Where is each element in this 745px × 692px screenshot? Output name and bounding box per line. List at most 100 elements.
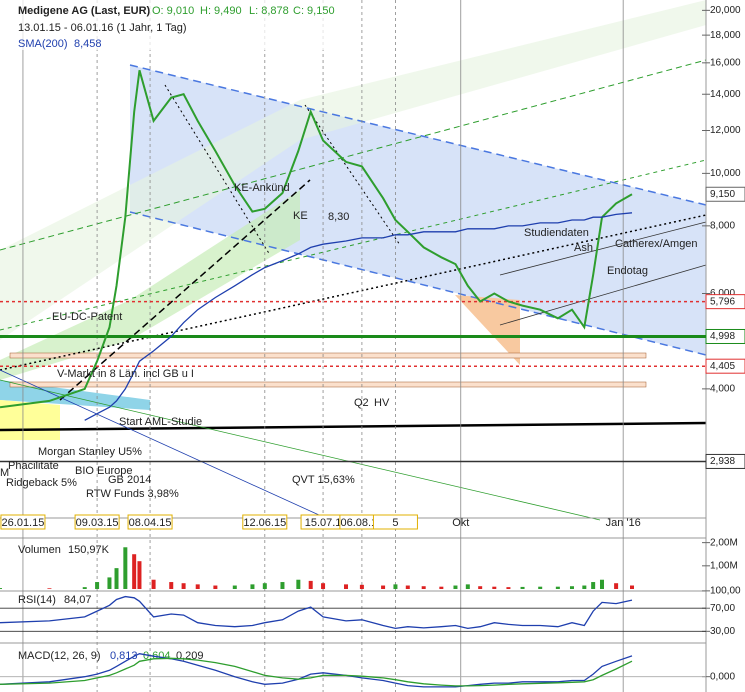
panel-value: 150,97K [68,544,110,556]
date-box [242,514,288,530]
volume-bar [582,585,587,589]
volume-bar [137,561,142,589]
volume-bar [262,583,267,589]
x-tick-label: 06.08.15 [340,517,383,529]
panel-title: MACD(12, 26, 9) [18,650,101,662]
series-line [0,653,633,688]
volume-bar [465,584,470,589]
volume-bar [308,580,313,589]
annotation: Catherex/Amgen [615,238,698,250]
zone [455,295,520,365]
y-tick-label: 1,00M [710,560,738,571]
volume-bar [181,583,186,589]
volume-bar [151,579,156,589]
volume-bar [591,582,596,589]
quote: H: 9,490 [200,5,242,17]
level-box [705,186,745,202]
trend-line [129,211,707,356]
level-box [705,358,745,374]
series-line [0,595,633,630]
volume-bar [250,584,255,589]
volume-bar [405,585,410,589]
volume-bar [599,579,604,589]
trend-line [499,221,707,276]
series-line [0,70,633,409]
annotation: BIO Europe [75,465,132,477]
annotation: GB 2014 [108,474,151,486]
volume-bar [82,587,87,589]
annotation: QVT 15,63% [292,474,355,486]
legend-label: SMA(200) [18,38,68,50]
level-label: 9,150 [710,189,735,200]
volume-bar [123,547,128,589]
volume-bar [506,587,511,589]
x-tick-label: 12.06.15 [243,517,286,529]
volume-bar [169,582,174,589]
trend-line [0,421,707,432]
zone [0,0,706,340]
volume-bar [132,554,137,589]
volume-bar [421,586,426,589]
annotation: 8,30 [328,211,349,223]
volume-bar [555,586,560,589]
quote: L: 8,878 [249,5,289,17]
legend-box [0,0,360,50]
annotation: EU-DC-Patent [52,311,122,323]
volume-bar [439,586,444,589]
level-label: 4,405 [710,361,735,372]
volume-bar [213,585,218,589]
level-box [705,294,745,310]
volume-bar [630,585,634,589]
level-box [705,453,745,469]
volume-bar [393,584,398,589]
x-tick-label: Okt [452,517,469,529]
volume-bar [569,586,574,589]
annotation: V-Markt in 8 Län. incl GB u I [57,368,194,380]
quote: O: 9,010 [152,5,194,17]
annotation: Ridgeback 5% [6,477,77,489]
x-tick-label: Jan '16 [606,517,641,529]
y-tick-label: 10,000 [710,168,741,179]
annotation: Morgan Stanley U5% [38,446,142,458]
panel-value: 0,813 [110,650,138,662]
level-box [705,328,745,344]
volume-bar [453,585,458,589]
quote: C: 9,150 [293,5,335,17]
panel-title: RSI(14) [18,594,56,606]
volume-bar [321,583,326,589]
series-line [84,212,633,421]
chart-title: Medigene AG (Last, EUR) [18,5,151,17]
date-box [74,514,120,530]
trend-line [304,104,401,246]
y-tick-label: 30,00 [710,626,735,637]
y-tick-label: 6,000 [710,288,735,299]
x-tick-label: 09.03.15 [76,517,119,529]
volume-bar [381,585,386,589]
y-tick-label: 0,000 [710,671,735,682]
volume-bar [107,577,112,589]
annotation: Ash [574,242,593,254]
annotation: KE-Ankünd [234,182,290,194]
band [9,352,647,359]
annotation: Start AML-Studie [119,416,202,428]
volume-bar [0,588,2,589]
annotation: RTW Funds 3,98% [86,488,179,500]
volume-bar [114,568,119,589]
y-tick-label: 18,000 [710,30,741,41]
trend-line [0,369,331,521]
annotation: M [0,467,9,479]
trend-line [164,84,271,256]
volume-bar [478,586,483,589]
panel-value: 84,07 [64,594,92,606]
series-line [0,657,633,687]
volume-bar [95,582,100,589]
trend-line [0,214,707,371]
y-tick-label: 20,000 [710,5,741,16]
annotation: Q2 [354,397,369,409]
volume-bar [614,583,619,589]
volume-bar [492,586,497,589]
annotation: Phacilitate [8,460,59,472]
band [9,381,647,388]
